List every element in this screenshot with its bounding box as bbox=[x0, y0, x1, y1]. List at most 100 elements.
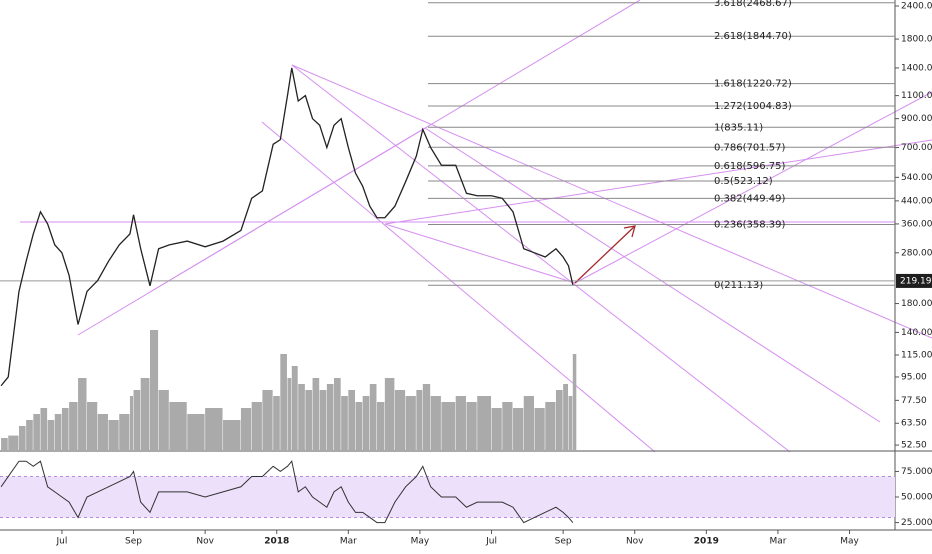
trend-line bbox=[291, 64, 932, 339]
y-tick-label: 63.50 bbox=[901, 419, 927, 429]
y-tick-label: 115.00 bbox=[901, 351, 932, 361]
volume-bar bbox=[326, 384, 334, 450]
volume-bar bbox=[262, 390, 273, 450]
volume-bar bbox=[502, 402, 513, 450]
volume-bar bbox=[108, 420, 119, 450]
trend-line bbox=[384, 139, 932, 225]
trend-lines bbox=[20, 0, 932, 453]
fib-label: 1.272(1004.83) bbox=[714, 101, 792, 112]
volume-bar bbox=[384, 378, 395, 450]
fib-label: 0.786(701.57) bbox=[714, 142, 786, 153]
volume-bar bbox=[158, 390, 169, 450]
volume-bar bbox=[312, 378, 320, 450]
volume-bar bbox=[223, 420, 241, 450]
x-tick-label: 2019 bbox=[694, 537, 719, 547]
fib-label: 0.236(358.39) bbox=[714, 219, 786, 230]
y-tick-label: 77.50 bbox=[901, 396, 927, 406]
volume-bar bbox=[362, 396, 370, 450]
volume-bar bbox=[273, 396, 280, 450]
x-tick-label: Sep bbox=[555, 537, 572, 547]
volume-bar bbox=[355, 402, 363, 450]
rsi-line bbox=[0, 460, 574, 524]
y-tick-label: 1400.00 bbox=[901, 63, 932, 73]
volume-bar bbox=[455, 396, 466, 450]
fib-label: 0(211.13) bbox=[714, 280, 763, 291]
y-tick-label: 280.00 bbox=[901, 248, 932, 258]
y-tick-label: 52.50 bbox=[901, 441, 927, 451]
arrow bbox=[574, 225, 636, 284]
volume-bar bbox=[563, 384, 569, 450]
volume-bar bbox=[169, 402, 187, 450]
volume-bar bbox=[405, 396, 416, 450]
fib-label: 3.618(2468.67) bbox=[714, 0, 792, 9]
x-tick-label: Mar bbox=[769, 537, 786, 547]
volume-bar bbox=[348, 390, 355, 450]
volume-bar bbox=[555, 390, 563, 450]
volume-bar bbox=[69, 402, 78, 450]
fib-label: 1.618(1220.72) bbox=[714, 79, 792, 90]
last-price-tag bbox=[896, 273, 932, 288]
volume-bar bbox=[150, 330, 159, 450]
x-tick-label: 2018 bbox=[264, 537, 289, 547]
fib-label: 0.382(449.49) bbox=[714, 193, 786, 204]
volume-bar bbox=[61, 408, 69, 450]
y-tick-label: 2400.00 bbox=[901, 2, 932, 12]
volume-bar bbox=[523, 396, 534, 450]
y-tick-label: 700.00 bbox=[901, 143, 932, 153]
volume-bar bbox=[133, 390, 141, 450]
volume-bar bbox=[491, 408, 502, 450]
volume-bar bbox=[376, 402, 385, 450]
y-tick-label: 900.00 bbox=[901, 114, 932, 124]
volume-bar bbox=[291, 366, 298, 450]
volume-bar bbox=[572, 354, 577, 450]
volume-bar bbox=[33, 414, 40, 450]
volume-bar bbox=[394, 390, 406, 450]
volume-bar bbox=[251, 402, 262, 450]
price-line bbox=[0, 67, 574, 387]
volume-bar bbox=[78, 378, 87, 450]
fib-label: 0.618(596.75) bbox=[714, 161, 786, 172]
volume-bar bbox=[422, 384, 431, 450]
volume-bar bbox=[430, 396, 441, 450]
volume-bar bbox=[534, 408, 545, 450]
volume-bar bbox=[47, 420, 55, 450]
volume-bar bbox=[205, 408, 223, 450]
x-tick-label: Jul bbox=[56, 537, 68, 547]
trend-line bbox=[424, 127, 881, 423]
volume-bar bbox=[140, 378, 150, 450]
volume-bar bbox=[18, 426, 26, 450]
volume-bar bbox=[97, 414, 108, 450]
volume-bar bbox=[341, 396, 348, 450]
rsi-tick-label: 75.0000 bbox=[901, 467, 932, 477]
volume-bar bbox=[441, 402, 456, 450]
volume-bar bbox=[568, 396, 573, 450]
volume-bar bbox=[369, 384, 377, 450]
volume-bar bbox=[280, 354, 287, 450]
volume-bar bbox=[86, 402, 98, 450]
volume-bar bbox=[298, 384, 305, 450]
trend-line bbox=[149, 127, 426, 293]
trend-line bbox=[291, 64, 791, 453]
volume-bar bbox=[305, 390, 313, 450]
trend-line bbox=[261, 121, 656, 453]
volume-bar bbox=[240, 408, 252, 450]
rsi-tick-label: 50.0000 bbox=[901, 493, 932, 503]
volume-bar bbox=[513, 408, 524, 450]
trend-line bbox=[574, 91, 932, 284]
volume-bar bbox=[545, 402, 556, 450]
rsi-tick-label: 25.0000 bbox=[901, 518, 932, 528]
volume-bar bbox=[40, 408, 48, 450]
volume-bar bbox=[1, 438, 8, 450]
volume-bar bbox=[416, 390, 423, 450]
volume-bar bbox=[129, 396, 134, 450]
volume-bar bbox=[334, 378, 341, 450]
fib-label: 1(835.11) bbox=[714, 122, 763, 133]
volume-bar bbox=[477, 396, 492, 450]
volume-bar bbox=[319, 390, 327, 450]
fib-label: 2.618(1844.70) bbox=[714, 31, 792, 42]
volume-bar bbox=[26, 420, 33, 450]
x-tick-label: May bbox=[411, 537, 430, 547]
y-tick-label: 360.00 bbox=[901, 219, 932, 229]
y-tick-label: 180.00 bbox=[901, 299, 932, 309]
